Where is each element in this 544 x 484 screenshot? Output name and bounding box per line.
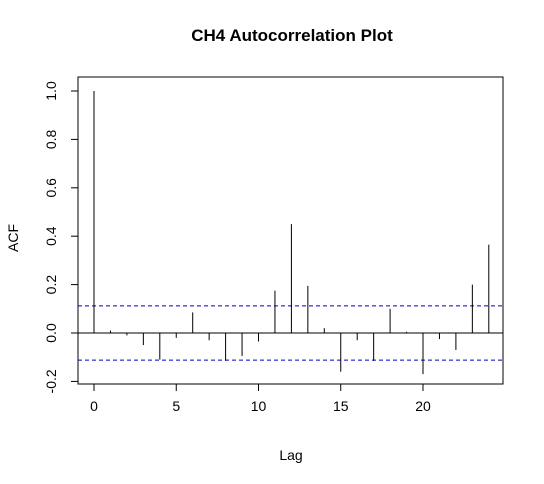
x-axis-label: Lag [279, 447, 302, 463]
x-tick-label: 0 [90, 398, 98, 414]
y-tick-label: -0.2 [43, 369, 59, 393]
y-tick-label: 0.2 [43, 275, 59, 295]
y-tick-label: 0.0 [43, 323, 59, 343]
y-tick-label: 0.6 [43, 178, 59, 198]
x-tick-label: 15 [333, 398, 349, 414]
chart-title: CH4 Autocorrelation Plot [191, 26, 393, 45]
y-tick-label: 0.4 [43, 226, 59, 246]
x-tick-label: 20 [415, 398, 431, 414]
x-tick-label: 10 [251, 398, 267, 414]
confidence-bounds [78, 305, 503, 361]
y-axis-label: ACF [5, 224, 21, 252]
y-axis: -0.2 0.0 0.2 0.4 0.6 0.8 1.0 [43, 81, 79, 393]
y-tick-label: 1.0 [43, 81, 59, 101]
x-tick-label: 5 [172, 398, 180, 414]
x-axis: 0 5 10 15 20 [90, 383, 431, 414]
acf-spikes [93, 91, 490, 375]
y-tick-label: 0.8 [43, 129, 59, 149]
